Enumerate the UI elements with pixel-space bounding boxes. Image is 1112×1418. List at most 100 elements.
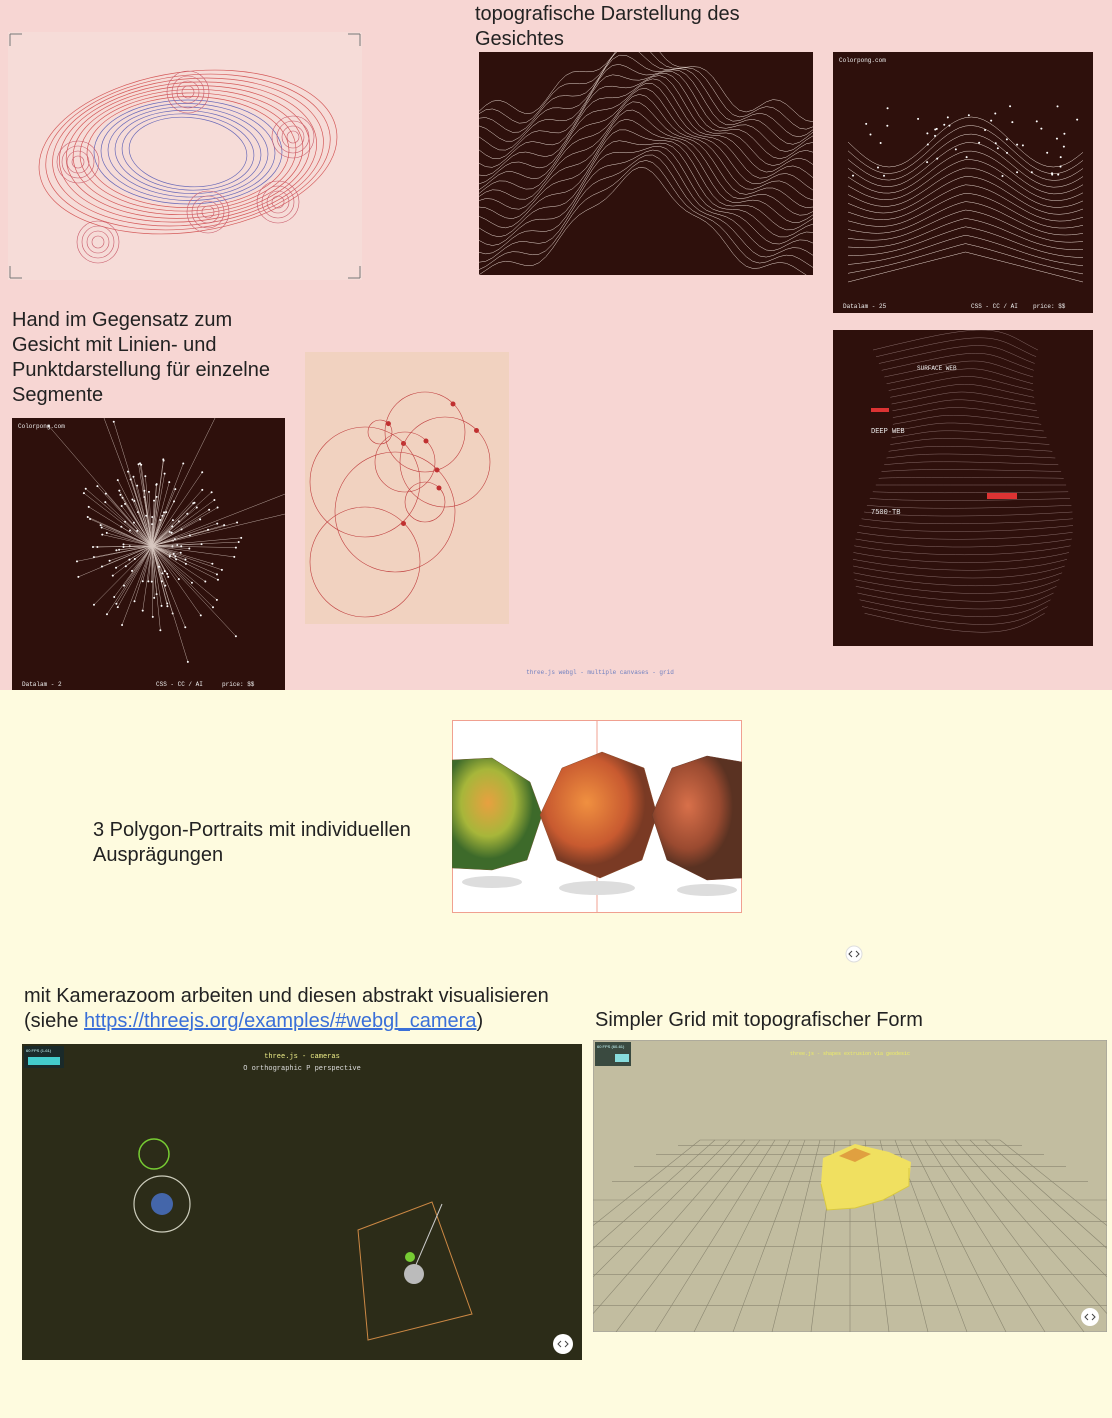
decoration <box>479 64 813 152</box>
decoration <box>186 660 189 663</box>
decoration <box>82 492 85 495</box>
decoration <box>100 103 276 201</box>
decoration <box>79 92 297 212</box>
decoration <box>654 1139 776 1332</box>
decoration <box>160 604 163 607</box>
decoration <box>114 545 153 598</box>
decoration <box>151 545 179 580</box>
decoration <box>1035 120 1038 123</box>
decoration <box>883 174 886 177</box>
decoration <box>97 485 153 547</box>
decoration <box>163 570 166 573</box>
decoration <box>847 159 1084 201</box>
decoration <box>479 160 813 270</box>
decoration <box>215 598 218 601</box>
decoration <box>76 545 153 562</box>
decoration <box>196 200 220 224</box>
decoration <box>876 166 879 169</box>
decoration <box>479 167 807 275</box>
decoration <box>120 494 153 547</box>
decoration <box>133 600 136 603</box>
decoration <box>479 109 813 216</box>
decoration <box>174 488 177 491</box>
decoration <box>847 116 1084 168</box>
decoration <box>103 418 153 547</box>
decoration <box>131 498 134 501</box>
decoration <box>934 134 937 137</box>
link[interactable]: https://threejs.org/examples/#webgl_came… <box>84 1010 477 1032</box>
decoration <box>994 142 997 145</box>
decoration <box>151 516 154 519</box>
decoration <box>117 480 153 547</box>
decoration <box>141 580 144 583</box>
decoration <box>113 421 153 547</box>
decoration <box>184 626 187 629</box>
decoration <box>91 235 105 249</box>
decoration <box>1006 151 1009 154</box>
decoration <box>47 424 50 427</box>
label: SURFACE WEB <box>917 365 957 372</box>
embed-button[interactable] <box>845 945 863 963</box>
decoration <box>155 495 158 498</box>
decoration <box>859 599 1051 617</box>
fps: 60 FPS (1-61) <box>26 1048 52 1053</box>
decoration <box>864 613 1045 633</box>
decoration <box>105 493 153 547</box>
decoration <box>847 142 1084 188</box>
footer: CSS - CC / AI <box>971 303 1018 310</box>
decoration <box>87 505 90 508</box>
decoration <box>946 116 949 119</box>
decoration <box>151 502 195 547</box>
decoration <box>199 614 202 617</box>
decoration <box>101 545 153 567</box>
caption: mit Kamerazoom arbeiten und diesen abstr… <box>24 984 604 1034</box>
decoration <box>1005 138 1008 141</box>
decoration <box>1063 132 1066 135</box>
decoration <box>926 132 929 135</box>
decoration <box>847 226 1084 258</box>
decoration <box>96 485 99 488</box>
decoration <box>86 96 290 208</box>
decoration <box>81 225 115 259</box>
decoration <box>118 489 121 492</box>
decoration <box>151 545 155 598</box>
decoration <box>92 603 95 606</box>
decoration <box>123 545 153 586</box>
decoration <box>199 518 202 521</box>
decoration <box>158 565 161 568</box>
decoration <box>875 337 1037 357</box>
mesh-image <box>479 52 813 275</box>
decoration <box>121 113 255 191</box>
decoration <box>151 545 189 662</box>
decoration <box>479 83 813 185</box>
decoration <box>151 519 174 547</box>
decoration <box>693 1139 791 1332</box>
decoration <box>888 446 1053 452</box>
decoration <box>108 559 111 562</box>
decoration <box>434 467 440 473</box>
decoration <box>151 515 163 547</box>
decoration <box>1057 173 1060 176</box>
decoration <box>864 511 1073 517</box>
decoration <box>309 506 421 618</box>
decoration <box>847 209 1084 243</box>
decoration <box>1009 105 1012 108</box>
decoration <box>479 73 813 160</box>
decoration <box>129 530 153 547</box>
decoration <box>479 101 813 208</box>
decoration <box>151 526 173 547</box>
decoration <box>855 586 1057 602</box>
camera-image: 60 FPS (1-61) three.js - cameras O ortho… <box>22 1044 582 1360</box>
decoration <box>151 532 172 547</box>
decoration <box>479 149 813 255</box>
decoration <box>847 150 1084 195</box>
decoration <box>855 538 1072 548</box>
decoration <box>948 124 951 127</box>
decoration <box>213 498 216 501</box>
decoration <box>212 606 215 609</box>
decoration <box>1011 121 1014 124</box>
decoration <box>111 574 114 577</box>
decoration <box>107 106 269 198</box>
decoration <box>151 519 201 547</box>
decoration <box>234 635 237 638</box>
